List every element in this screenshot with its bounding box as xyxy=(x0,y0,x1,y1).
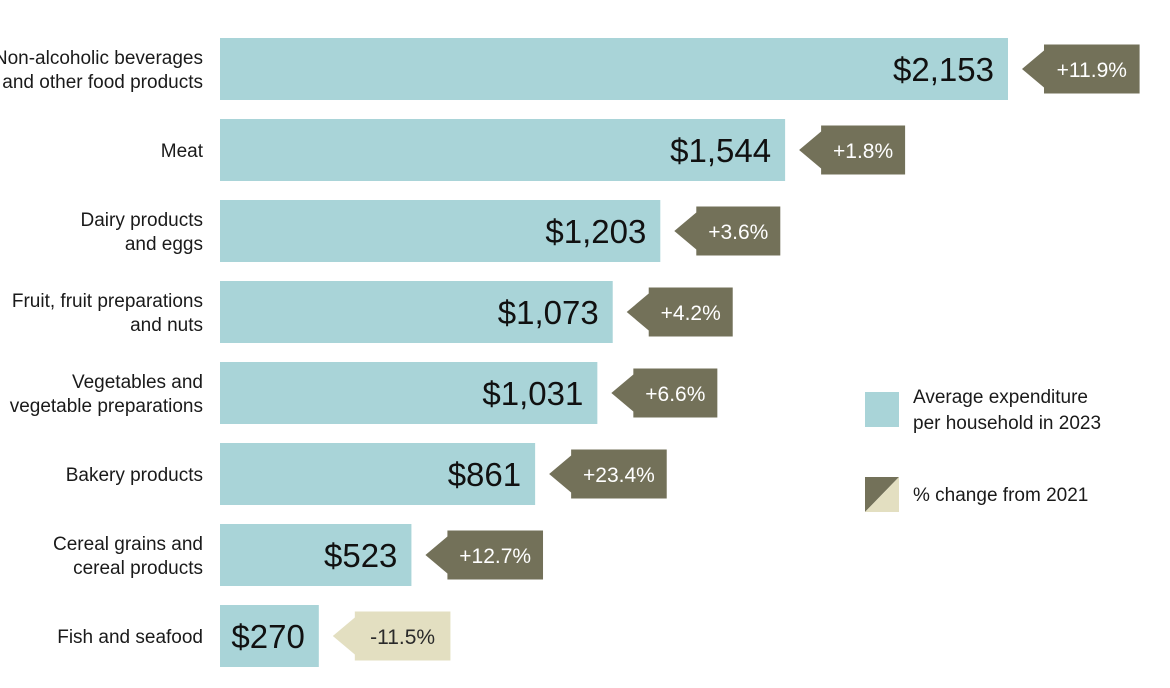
category-label: Vegetables and vegetable preparations xyxy=(10,372,203,417)
category-label: Meat xyxy=(161,141,204,162)
change-label: +3.6% xyxy=(708,221,768,244)
value-label: $861 xyxy=(448,456,521,493)
change-label: +6.6% xyxy=(645,383,705,406)
change-label: +12.7% xyxy=(459,545,531,568)
change-label: -11.5% xyxy=(370,626,435,649)
expenditure-bar xyxy=(220,200,661,262)
change-box xyxy=(674,206,781,256)
expenditure-bar xyxy=(220,524,412,586)
value-label: $1,031 xyxy=(482,375,583,412)
category-label: Cereal grains and cereal products xyxy=(53,534,203,579)
expenditure-bar xyxy=(220,605,319,667)
legend: Average expenditure per household in 2023… xyxy=(865,387,1101,512)
change-box xyxy=(799,125,906,175)
change-label: +11.9% xyxy=(1057,59,1127,82)
category-label: Bakery products xyxy=(66,465,203,486)
change-box xyxy=(425,530,544,580)
category-label: Fish and seafood xyxy=(57,627,203,648)
value-label: $270 xyxy=(231,618,304,655)
change-box xyxy=(1021,44,1140,94)
expenditure-bar xyxy=(220,443,536,505)
change-label: +1.8% xyxy=(833,140,893,163)
bars-layer: Non-alcoholic beverages and other food pr… xyxy=(0,38,1140,667)
expenditure-bar xyxy=(220,119,786,181)
change-box xyxy=(549,449,667,499)
value-label: $1,203 xyxy=(545,213,646,250)
legend-label-change: % change from 2021 xyxy=(913,485,1088,506)
change-label: +23.4% xyxy=(583,464,655,487)
expenditure-bar xyxy=(220,38,1008,100)
category-label: Fruit, fruit preparations and nuts xyxy=(12,291,203,336)
value-label: $2,153 xyxy=(893,51,994,88)
change-box xyxy=(332,611,451,661)
expenditure-bar xyxy=(220,281,613,343)
change-box xyxy=(611,368,718,418)
category-label: Non-alcoholic beverages and other food pr… xyxy=(0,48,203,93)
category-label: Dairy products and eggs xyxy=(81,210,204,255)
legend-label-expenditure: Average expenditure per household in 2023 xyxy=(913,387,1101,434)
legend-swatch-expenditure xyxy=(865,392,899,427)
value-label: $523 xyxy=(324,537,397,574)
legend-swatch-change-negative xyxy=(865,477,899,512)
expenditure-bar xyxy=(220,362,598,424)
change-label: +4.2% xyxy=(661,302,721,325)
change-box xyxy=(626,287,733,337)
value-label: $1,544 xyxy=(670,132,771,169)
value-label: $1,073 xyxy=(498,294,599,331)
